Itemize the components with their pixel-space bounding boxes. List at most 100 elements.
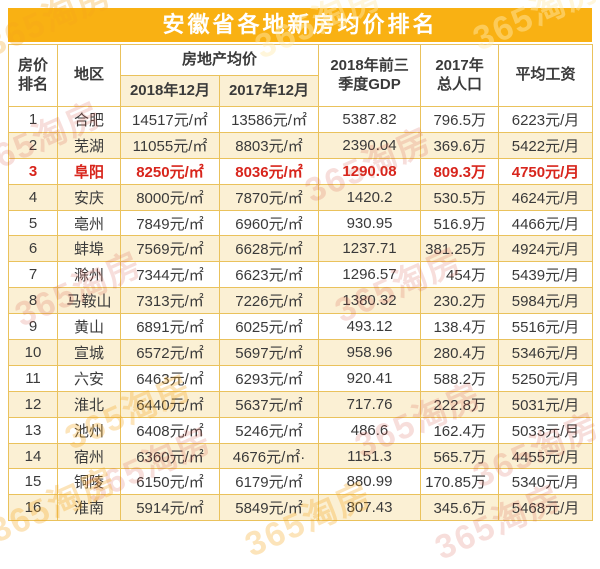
gdp-cell: 920.41 [318,364,422,392]
price-2018-cell: 6572元/㎡ [120,339,220,366]
gdp-cell: 958.96 [318,339,422,366]
region-cell: 宣城 [57,339,121,366]
price-2018-cell: 11055元/㎡ [120,131,220,159]
population-cell: 222.8万 [420,390,500,418]
price-2017-cell: 8036元/㎡ [218,157,320,185]
region-cell: 淮北 [57,390,121,418]
table-row: 12 淮北 6440元/㎡ 5637元/㎡ 717.76 222.8万 5031… [8,390,594,418]
salary-cell: 5439元/月 [498,261,594,289]
price-2017-cell: 7870元/㎡ [218,183,320,211]
price-ranking-table: 房价 排名 地区 房地产均价 2018年前三 季度GDP 2017年 总人口 平… [8,44,594,522]
table-row: 13 池州 6408元/㎡ 5246元/㎡ 486.6 162.4万 5033元… [8,416,594,444]
population-cell: 138.4万 [420,313,500,341]
table-header: 房价 排名 地区 房地产均价 2018年前三 季度GDP 2017年 总人口 平… [8,44,594,107]
table-row: 4 安庆 8000元/㎡ 7870元/㎡ 1420.2 530.5万 4624元… [8,183,594,211]
salary-cell: 5033元/月 [498,416,594,444]
price-2017-cell: 5849元/㎡ [218,494,320,522]
gdp-cell: 930.95 [318,209,422,237]
rank-cell: 13 [8,416,58,444]
region-cell: 芜湖 [57,131,121,159]
col-header-rank: 房价 排名 [8,44,58,107]
region-cell: 淮南 [57,494,121,522]
price-2017-cell: 6628元/㎡ [218,235,320,263]
col-header-population-line1: 2017年 [435,56,484,74]
population-cell: 588.2万 [420,364,500,392]
price-2017-cell: 5246元/㎡ [218,416,320,444]
price-2018-cell: 7313元/㎡ [120,287,220,315]
salary-cell: 4750元/月 [498,157,594,185]
table-row: 6 蚌埠 7569元/㎡ 6628元/㎡ 1237.71 381.25万 492… [8,235,594,263]
table-row: 8 马鞍山 7313元/㎡ 7226元/㎡ 1380.32 230.2万 598… [8,287,594,315]
page-title: 安徽省各地新房均价排名 [8,8,592,42]
col-header-rank-line2: 排名 [17,75,48,93]
salary-cell: 5984元/月 [498,287,594,315]
salary-cell: 4624元/月 [498,183,594,211]
price-2018-cell: 6150元/㎡ [120,468,220,496]
rank-cell: 7 [8,261,58,289]
salary-cell: 5422元/月 [498,131,594,159]
gdp-cell: 1290.08 [318,157,422,185]
region-cell: 马鞍山 [57,287,121,315]
population-cell: 381.25万 [420,235,500,263]
rank-cell: 9 [8,313,58,341]
region-cell: 黄山 [57,313,121,341]
price-2017-cell: 6960元/㎡ [218,209,320,237]
gdp-cell: 5387.82 [318,106,422,133]
population-cell: 369.6万 [420,131,500,159]
salary-cell: 5346元/月 [498,339,594,366]
region-cell: 安庆 [57,183,121,211]
population-cell: 345.6万 [420,494,500,522]
price-2018-cell: 8250元/㎡ [120,157,220,185]
gdp-cell: 486.6 [318,416,422,444]
col-header-price-2018: 2018年12月 [120,75,220,107]
gdp-cell: 493.12 [318,313,422,341]
table-row: 5 亳州 7849元/㎡ 6960元/㎡ 930.95 516.9万 4466元… [8,209,594,237]
price-2017-cell: 6623元/㎡ [218,261,320,289]
population-cell: 565.7万 [420,442,500,470]
population-cell: 170.85万 [420,468,500,496]
table-row: 11 六安 6463元/㎡ 6293元/㎡ 920.41 588.2万 5250… [8,364,594,392]
rank-cell: 3 [8,157,58,185]
price-2017-cell: 5697元/㎡ [218,339,320,366]
rank-cell: 14 [8,442,58,470]
price-2018-cell: 6360元/㎡ [120,442,220,470]
region-cell: 阜阳 [57,157,121,185]
population-cell: 230.2万 [420,287,500,315]
gdp-cell: 1380.32 [318,287,422,315]
gdp-cell: 1296.57 [318,261,422,289]
col-header-price-group: 房地产均价 [119,44,320,76]
price-2018-cell: 5914元/㎡ [120,494,220,522]
rank-cell: 2 [8,131,58,159]
col-header-gdp: 2018年前三 季度GDP [318,44,422,107]
population-cell: 162.4万 [420,416,500,444]
rank-cell: 15 [8,468,58,496]
gdp-cell: 1237.71 [318,235,422,263]
salary-cell: 5468元/月 [498,494,594,522]
price-2018-cell: 6440元/㎡ [120,390,220,418]
salary-cell: 4466元/月 [498,209,594,237]
rank-cell: 6 [8,235,58,263]
region-cell: 宿州 [57,442,121,470]
col-header-salary: 平均工资 [498,44,594,107]
table-row: 15 铜陵 6150元/㎡ 6179元/㎡ 880.99 170.85万 534… [8,468,594,496]
population-cell: 796.5万 [420,106,500,133]
table-row: 9 黄山 6891元/㎡ 6025元/㎡ 493.12 138.4万 5516元… [8,313,594,341]
region-cell: 池州 [57,416,121,444]
table-row: 2 芜湖 11055元/㎡ 8803元/㎡ 2390.04 369.6万 542… [8,131,594,159]
ranking-panel: 安徽省各地新房均价排名 房价 排名 地区 房地产均价 [8,8,594,522]
region-cell: 铜陵 [57,468,121,496]
col-header-population-line2: 总人口 [437,75,483,93]
rank-cell: 10 [8,339,58,366]
region-cell: 合肥 [57,106,121,133]
price-2017-cell: 6293元/㎡ [218,364,320,392]
gdp-cell: 807.43 [318,494,422,522]
population-cell: 280.4万 [420,339,500,366]
region-cell: 滁州 [57,261,121,289]
rank-cell: 12 [8,390,58,418]
price-2017-cell: 13586元/㎡ [218,106,320,133]
col-header-price-2017: 2017年12月 [218,75,320,107]
col-header-gdp-line1: 2018年前三 [330,56,409,74]
price-2018-cell: 7569元/㎡ [120,235,220,263]
table-row: 3 阜阳 8250元/㎡ 8036元/㎡ 1290.08 809.3万 4750… [8,157,594,185]
